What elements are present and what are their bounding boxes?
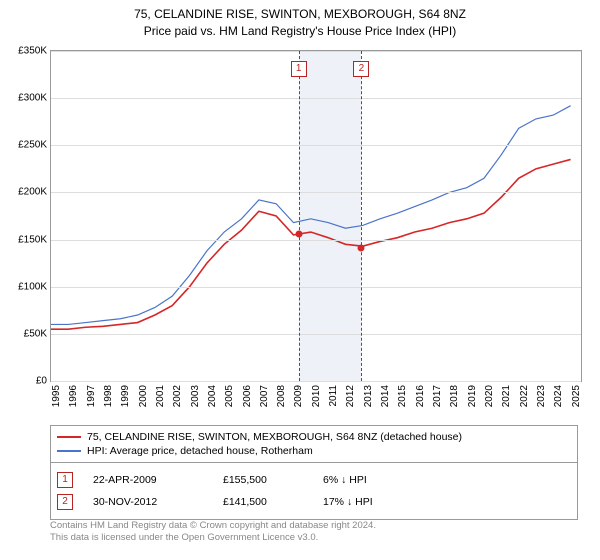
y-axis-label: £350K [18,46,47,57]
legend-label-hpi: HPI: Average price, detached house, Roth… [87,445,313,457]
footnote: Contains HM Land Registry data © Crown c… [50,520,376,545]
event-marker-badge: 2 [353,61,369,77]
event-row-2: 2 30-NOV-2012 £141,500 17% ↓ HPI [57,491,571,513]
y-axis-label: £100K [18,281,47,292]
x-axis-label: 2015 [397,385,408,407]
x-axis-label: 2004 [207,385,218,407]
legend-label-property: 75, CELANDINE RISE, SWINTON, MEXBOROUGH,… [87,431,462,443]
y-axis-label: £250K [18,140,47,151]
gridline [51,240,581,241]
y-axis-label: £50K [24,328,47,339]
event-date-2: 30-NOV-2012 [93,496,203,508]
legend-swatch-hpi [57,450,81,452]
legend-row-hpi: HPI: Average price, detached house, Roth… [57,444,571,458]
event-price-2: £141,500 [223,496,303,508]
event-line [299,51,300,381]
x-axis-label: 2019 [467,385,478,407]
y-axis-label: £0 [36,376,47,387]
x-axis-label: 1996 [68,385,79,407]
x-axis-label: 2010 [311,385,322,407]
event-marker-badge: 1 [291,61,307,77]
chart-title: 75, CELANDINE RISE, SWINTON, MEXBOROUGH,… [0,0,600,40]
x-axis-label: 1995 [51,385,62,407]
legend-swatch-property [57,436,81,438]
footnote-line2: This data is licensed under the Open Gov… [50,532,376,544]
x-axis-label: 2012 [345,385,356,407]
gridline [51,51,581,52]
event-date-1: 22-APR-2009 [93,474,203,486]
gridline [51,381,581,382]
x-axis-label: 2001 [155,385,166,407]
event-dot [358,244,365,251]
x-axis-label: 2014 [380,385,391,407]
x-axis-label: 2011 [328,385,339,407]
x-axis-label: 2022 [519,385,530,407]
legend-row-property: 75, CELANDINE RISE, SWINTON, MEXBOROUGH,… [57,430,571,444]
gridline [51,98,581,99]
x-axis-label: 2002 [172,385,183,407]
x-axis-label: 2021 [501,385,512,407]
event-price-1: £155,500 [223,474,303,486]
x-axis-label: 2025 [571,385,582,407]
x-axis-label: 1999 [120,385,131,407]
x-axis-label: 2018 [449,385,460,407]
gridline [51,192,581,193]
x-axis-label: 2024 [553,385,564,407]
events-table: 1 22-APR-2009 £155,500 6% ↓ HPI 2 30-NOV… [50,462,578,520]
x-axis-label: 2008 [276,385,287,407]
gridline [51,287,581,288]
series-property [51,159,571,329]
x-axis-label: 2013 [363,385,374,407]
event-dot [295,231,302,238]
series-hpi [51,106,571,325]
x-axis-label: 2016 [415,385,426,407]
x-axis-label: 2000 [138,385,149,407]
x-axis-label: 2006 [242,385,253,407]
title-line2: Price paid vs. HM Land Registry's House … [0,23,600,40]
x-axis-label: 2005 [224,385,235,407]
title-line1: 75, CELANDINE RISE, SWINTON, MEXBOROUGH,… [0,6,600,23]
y-axis-label: £200K [18,187,47,198]
event-marker-1: 1 [57,472,73,488]
x-axis-label: 1998 [103,385,114,407]
x-axis-label: 2003 [190,385,201,407]
price-chart: £0£50K£100K£150K£200K£250K£300K£350K1995… [50,50,582,382]
x-axis-label: 2017 [432,385,443,407]
x-axis-label: 2020 [484,385,495,407]
event-line [361,51,362,381]
gridline [51,145,581,146]
x-axis-label: 2009 [293,385,304,407]
y-axis-label: £300K [18,93,47,104]
x-axis-label: 2023 [536,385,547,407]
x-axis-label: 2007 [259,385,270,407]
event-marker-2: 2 [57,494,73,510]
event-row-1: 1 22-APR-2009 £155,500 6% ↓ HPI [57,469,571,491]
legend: 75, CELANDINE RISE, SWINTON, MEXBOROUGH,… [50,425,578,463]
event-delta-2: 17% ↓ HPI [323,496,373,508]
x-axis-label: 1997 [86,385,97,407]
y-axis-label: £150K [18,234,47,245]
footnote-line1: Contains HM Land Registry data © Crown c… [50,520,376,532]
chart-svg [51,51,581,381]
gridline [51,334,581,335]
event-delta-1: 6% ↓ HPI [323,474,367,486]
